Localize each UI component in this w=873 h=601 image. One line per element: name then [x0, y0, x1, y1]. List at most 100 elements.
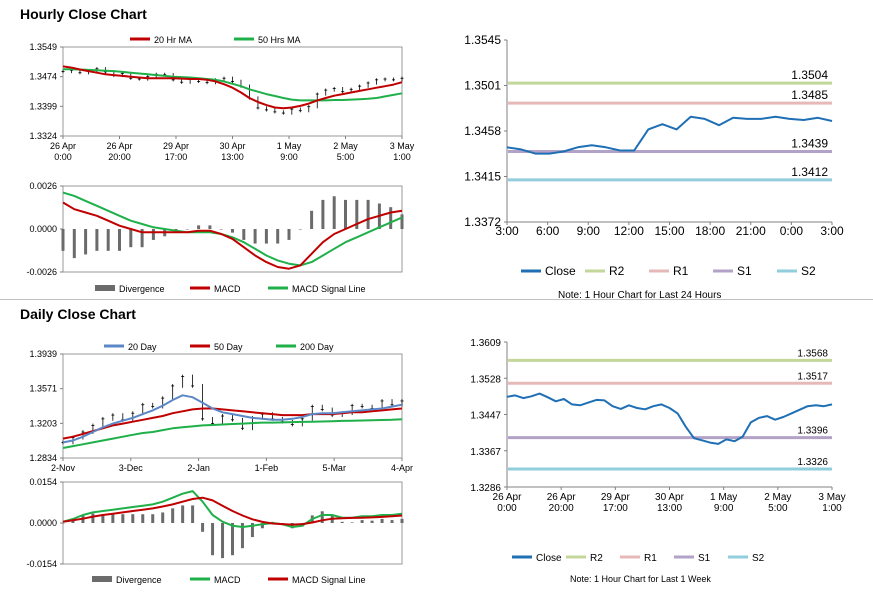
hourly-pivot-legend-r1-label: R1 [673, 264, 689, 278]
hourly-pivot-xtick-label: 6:00 [536, 224, 560, 238]
daily-divergence-bar [221, 523, 225, 559]
daily-price-ytick-label: 1.3203 [29, 418, 57, 428]
daily-pivot-ytick-label: 1.3609 [470, 338, 501, 349]
hourly-divergence-bar [344, 199, 347, 229]
daily-legend-macd-label: MACD [214, 575, 241, 585]
daily-pivot-xtick-label: 9:00 [714, 503, 734, 514]
hourly-divergence-bar [287, 229, 291, 240]
hourly-20hr-ma-line [62, 65, 403, 110]
hourly-divergence-bar [321, 199, 325, 229]
hourly-divergence-bar [242, 229, 246, 240]
hourly-divergence-bar [106, 229, 110, 251]
daily-divergence-bar [201, 523, 205, 532]
daily-divergence-bar [151, 514, 155, 523]
hourly-pivot-xtick-label: 9:00 [577, 224, 601, 238]
hourly-price-ytick-label: 1.3549 [29, 42, 57, 52]
daily-divergence-bar [290, 523, 294, 529]
daily-divergence-bar [370, 520, 374, 523]
daily-pivot-legend-r1-label: R1 [644, 553, 657, 564]
daily-pivot-xtick-label: 30 Apr [655, 492, 685, 503]
daily-pivot-note: Note: 1 Hour Chart for Last 1 Week [570, 574, 711, 584]
daily-divergence-bar [171, 508, 175, 523]
hourly-pivot-legend-s2-label: S2 [801, 264, 816, 278]
hourly-pivot-xtick-label: 12:00 [614, 224, 644, 238]
daily-divergence-bar [121, 514, 125, 523]
daily-pivot-legend-close-label: Close [536, 553, 562, 564]
hourly-price-xtick-label: 13:00 [221, 152, 244, 162]
hourly-price-xtick-label: 3 May [390, 141, 415, 151]
daily-pivot-xtick-label: 13:00 [657, 503, 682, 514]
hourly-50hr-ma-line [63, 68, 403, 102]
daily-divergence-bar [390, 520, 394, 523]
daily-pivot-legend-s2-label: S2 [752, 553, 765, 564]
hourly-pivot-legend-r2-label: R2 [609, 264, 625, 278]
hourly-pivot-xtick-label: 3:00 [495, 224, 519, 238]
daily-divergence-bar [141, 514, 145, 523]
daily-macd-ytick-label: -0.0154 [26, 559, 57, 569]
hourly-divergence-bar [355, 199, 359, 229]
hourly-pivot-legend-s1-label: S1 [737, 264, 752, 278]
daily-legend-200day-label: 200 Day [300, 342, 334, 352]
hourly-price-xtick-label: 20:00 [108, 152, 131, 162]
daily-divergence-bar [400, 518, 404, 523]
hourly-price-xtick-label: 26 Apr [50, 141, 76, 151]
daily-divergence-bar [111, 514, 115, 523]
daily-pivot-s1-value: 1.3396 [797, 426, 828, 437]
daily-divergence-bar [211, 523, 215, 556]
daily-pivot-xtick-label: 26 Apr [493, 492, 523, 503]
hourly-pivot-note: Note: 1 Hour Chart for Last 24 Hours [558, 290, 722, 301]
hourly-divergence-bar [366, 199, 370, 229]
hourly-legend-macd-label: MACD [214, 284, 241, 294]
hourly-price-xtick-label: 1:00 [393, 152, 411, 162]
daily-macd-ytick-label: 0.0154 [29, 477, 57, 487]
hourly-divergence-bar [310, 210, 314, 229]
daily-pivot-xtick-label: 29 Apr [601, 492, 631, 503]
daily-price-ytick-label: 1.3571 [29, 384, 57, 394]
daily-pivot-legend-s1-label: S1 [698, 553, 711, 564]
hourly-pivot-xtick-label: 3:00 [820, 224, 844, 238]
daily-pivot-xtick-label: 3 May [818, 492, 845, 503]
hourly-legend-divergence-label: Divergence [119, 284, 165, 294]
hourly-divergence-bar [197, 225, 201, 229]
daily-pivot-ytick-label: 1.3286 [470, 483, 501, 494]
daily-divergence-bar [71, 520, 75, 523]
section-divider [0, 299, 873, 300]
daily-pivot-s2-value: 1.3326 [797, 457, 828, 468]
daily-divergence-bar [91, 513, 95, 523]
hourly-legend-signal-label: MACD Signal Line [292, 284, 366, 294]
hourly-price-xtick-label: 2 May [333, 141, 358, 151]
daily-divergence-bar [161, 512, 165, 523]
hourly-price-ytick-label: 1.3474 [29, 72, 57, 82]
hourly-pivot-close-line [506, 115, 833, 155]
hourly-divergence-bar [84, 229, 88, 255]
daily-pivot-xtick-label: 2 May [764, 492, 791, 503]
daily-price-ytick-label: 1.3939 [29, 349, 57, 359]
daily-divergence-bar [101, 514, 105, 523]
hourly-pivot-s2-value: 1.3412 [791, 165, 828, 179]
hourly-price-ytick-label: 1.3324 [29, 131, 57, 141]
daily-divergence-bar [380, 518, 384, 523]
daily-pivot-xtick-label: 1:00 [822, 503, 842, 514]
hourly-price-xtick-label: 17:00 [165, 152, 188, 162]
hourly-divergence-bar [140, 229, 144, 248]
daily-pivot-xtick-label: 1 May [710, 492, 737, 503]
hourly-macd-line [62, 201, 403, 270]
daily-legend-50day-label: 50 Day [214, 342, 243, 352]
hourly-price-xtick-label: 9:00 [280, 152, 298, 162]
daily-divergence-bar [61, 523, 65, 524]
daily-pivot-r1-value: 1.3517 [797, 371, 828, 382]
hourly-price-xtick-label: 0:00 [54, 152, 72, 162]
hourly-divergence-bar [72, 229, 76, 259]
daily-pivot-r2-value: 1.3568 [797, 348, 828, 359]
hourly-divergence-bar [185, 229, 189, 230]
hourly-legend-50hr-label: 50 Hrs MA [258, 35, 301, 45]
hourly-divergence-bar [129, 229, 133, 248]
hourly-pivot-ytick-label: 1.3545 [464, 33, 501, 47]
daily-legend-divergence-swatch [92, 576, 112, 582]
daily-divergence-bar [320, 511, 324, 523]
daily-pivot-xtick-label: 5:00 [768, 503, 788, 514]
daily-divergence-bar [231, 523, 234, 556]
daily-price-xtick-label: 4-Apr [391, 463, 413, 473]
daily-price-xtick-label: 2-Jan [187, 463, 210, 473]
